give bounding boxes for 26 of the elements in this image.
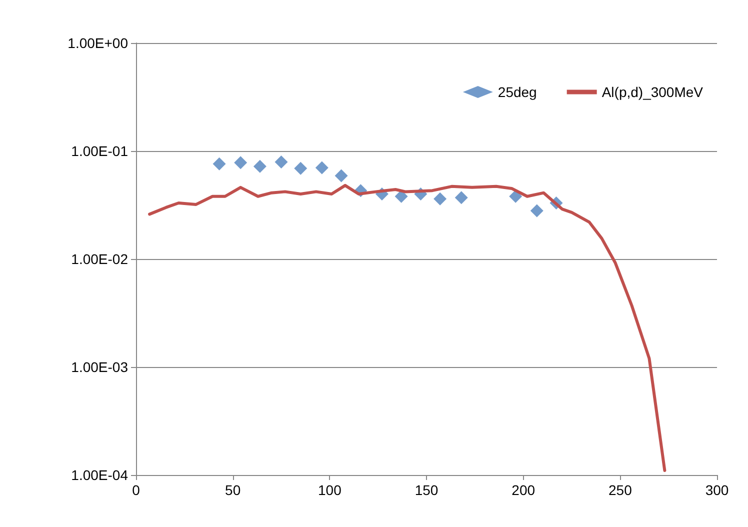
point: [253, 160, 266, 173]
point: [274, 156, 288, 169]
point: [530, 204, 544, 218]
x-tick-label: 150: [414, 482, 438, 498]
point: [434, 192, 447, 206]
point: [454, 191, 468, 204]
x-tick-label: 250: [608, 482, 632, 498]
point: [234, 156, 248, 170]
point: [212, 157, 226, 170]
y-tick-label: 1.00E+00: [68, 35, 128, 51]
point: [509, 190, 522, 203]
x-tick-label: 100: [318, 482, 342, 498]
point: [315, 161, 328, 174]
x-tick-label: 50: [225, 482, 241, 498]
y-tick-label: 1.00E-04: [71, 467, 128, 483]
point: [334, 169, 348, 182]
x-tick-label: 200: [512, 482, 536, 498]
y-tick-label: 1.00E-02: [71, 251, 128, 267]
y-tick-label: 1.00E-01: [71, 143, 128, 159]
line-series: [148, 184, 666, 472]
x-tick-label: 300: [705, 482, 729, 498]
legend-label: Al(p,d)_300MeV: [602, 84, 704, 100]
legend-label: 25deg: [498, 84, 537, 100]
y-tick-label: 1.00E-03: [71, 359, 128, 375]
point: [294, 162, 308, 175]
x-tick-label: 0: [132, 482, 140, 498]
